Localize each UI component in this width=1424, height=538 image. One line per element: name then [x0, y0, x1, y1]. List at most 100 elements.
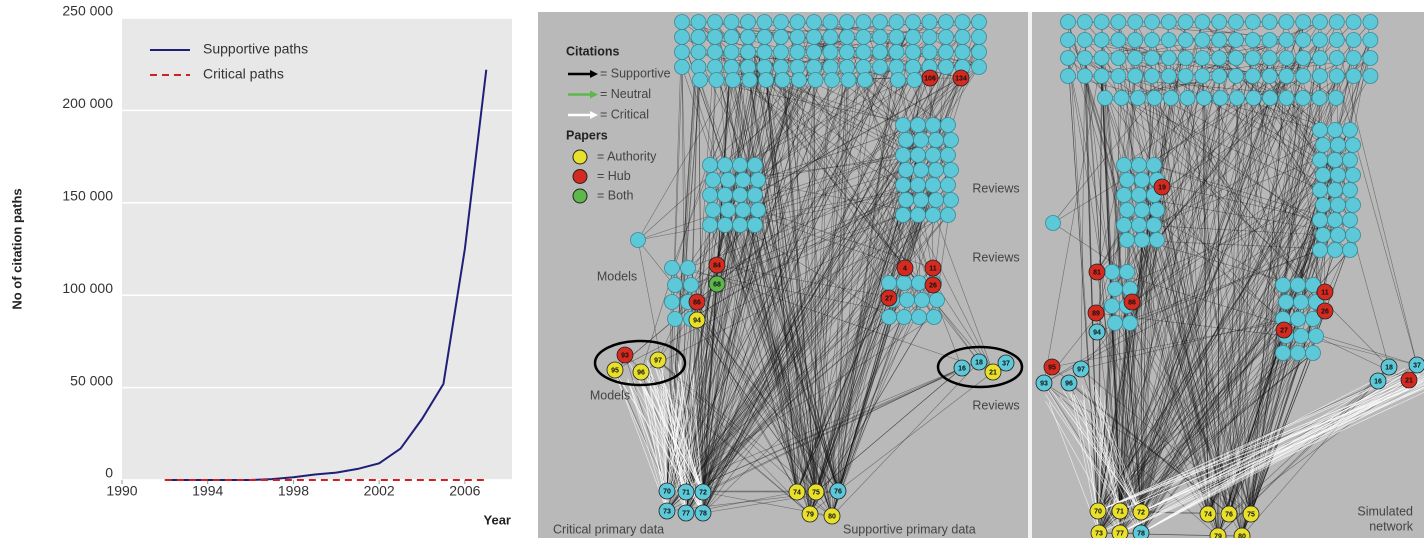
paper-node	[658, 502, 676, 520]
citation-edge	[1119, 174, 1354, 512]
paper-node	[822, 44, 839, 60]
group-label: Reviews	[972, 250, 1019, 264]
paper-node	[1123, 293, 1141, 311]
citation-edge	[1151, 39, 1299, 320]
citation-edge	[749, 79, 817, 493]
legend-label: = Critical	[600, 107, 649, 121]
citation-edge	[1336, 39, 1418, 366]
citation-edge	[1052, 222, 1128, 273]
node-label: 84	[713, 262, 721, 269]
node-label: 81	[1093, 269, 1101, 276]
citation-edge	[1250, 234, 1354, 515]
citation-edge	[702, 21, 749, 493]
critical-edge	[1140, 371, 1424, 534]
citation-edge	[1151, 75, 1243, 537]
paper-node	[1295, 32, 1312, 48]
citation-edge	[1151, 21, 1230, 515]
critical-edge	[1094, 399, 1142, 513]
node-label: 68	[713, 281, 721, 288]
citation-edge	[764, 51, 798, 493]
citation-edge	[1097, 144, 1339, 512]
citation-edge	[1098, 144, 1324, 534]
paper-node	[756, 29, 773, 45]
citation-edge	[1098, 144, 1354, 534]
citation-edge	[1202, 75, 1252, 515]
group-label: Reviews	[972, 398, 1019, 412]
node-label: 72	[1137, 509, 1145, 516]
node-label: 97	[1077, 366, 1085, 373]
paper-node	[1312, 32, 1328, 48]
citation-edge	[797, 36, 848, 68]
citation-edge	[1185, 75, 1209, 515]
citation-edge	[1207, 39, 1287, 515]
citation-edge	[765, 79, 817, 493]
citation-edge	[796, 36, 798, 493]
paper-node	[1090, 524, 1108, 538]
critical-edge	[1062, 390, 1142, 513]
paper-node	[1160, 32, 1177, 48]
group-label: Supportive primary data	[843, 522, 976, 536]
citation-edge	[624, 354, 811, 515]
paper-node	[630, 232, 646, 248]
citation-edge	[1141, 57, 1371, 241]
citation-edge	[809, 79, 849, 515]
citation-edge	[1253, 21, 1304, 99]
citation-edge	[702, 36, 732, 514]
citation-edge	[1140, 57, 1254, 513]
citation-edge	[1140, 352, 1284, 534]
citation-edge	[780, 21, 831, 53]
citation-edge	[716, 264, 908, 301]
paper-node	[1278, 14, 1295, 30]
paper-node	[1369, 372, 1387, 390]
citation-edge	[732, 79, 922, 201]
paper-node	[705, 172, 721, 188]
citation-edge	[685, 361, 980, 493]
paper-node	[747, 157, 763, 173]
paper-node	[1131, 187, 1147, 203]
paper-node	[773, 44, 789, 60]
citation-edge	[731, 36, 817, 493]
citation-edge	[716, 283, 811, 515]
paper-node	[824, 72, 840, 88]
paper-node	[707, 29, 723, 45]
paper-node	[1229, 90, 1245, 106]
paper-node	[895, 207, 911, 223]
x-axis-label: Year	[484, 512, 511, 527]
paper-node	[1327, 182, 1343, 198]
citation-edge	[1252, 75, 1317, 337]
citation-edge	[1250, 234, 1354, 515]
paper-node	[702, 217, 718, 233]
citation-edge	[749, 79, 994, 373]
critical-edge	[1119, 379, 1424, 512]
citation-edge	[742, 209, 798, 493]
paper-node	[720, 202, 736, 218]
citation-edge	[685, 199, 952, 514]
citation-edge	[1140, 39, 1304, 513]
paper-node	[1400, 371, 1418, 389]
citation-edge	[666, 209, 714, 512]
citation-edge	[1140, 174, 1324, 534]
citation-edge	[1119, 21, 1186, 534]
citation-edge	[809, 316, 890, 515]
paper-node	[1119, 264, 1135, 280]
node-label: 11	[1321, 289, 1329, 296]
citation-edge	[714, 21, 839, 492]
citation-edge	[831, 361, 980, 517]
paper-node	[881, 309, 897, 325]
citation-edge	[1203, 97, 1243, 537]
citation-edge	[1207, 75, 1338, 515]
legend-label: = Supportive	[600, 66, 671, 80]
citation-edge	[727, 209, 833, 517]
critical-edge	[646, 379, 704, 493]
citation-edge	[1098, 97, 1221, 534]
citation-edge	[1141, 179, 1321, 221]
panel-divider	[1028, 12, 1032, 538]
paper-node	[717, 217, 733, 233]
citation-edge	[831, 184, 934, 517]
paper-node	[1228, 68, 1244, 84]
citation-edge	[1241, 352, 1314, 537]
citation-edge	[685, 21, 831, 493]
paper-node	[1278, 68, 1295, 84]
citation-edge	[698, 51, 704, 493]
paper-node	[801, 505, 819, 523]
